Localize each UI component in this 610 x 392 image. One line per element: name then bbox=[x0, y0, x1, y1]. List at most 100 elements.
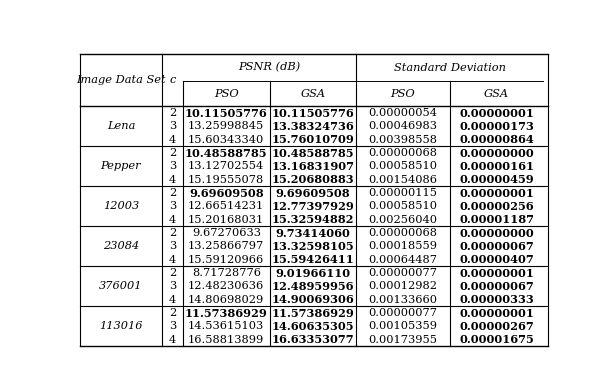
Text: 11.57386929: 11.57386929 bbox=[271, 308, 354, 319]
Text: 0.00001675: 0.00001675 bbox=[459, 334, 534, 345]
Text: 12.48230636: 12.48230636 bbox=[188, 281, 264, 291]
Text: PSO: PSO bbox=[390, 89, 415, 99]
Text: 15.20680883: 15.20680883 bbox=[271, 174, 354, 185]
Text: 2: 2 bbox=[169, 228, 176, 238]
Text: 16.63353077: 16.63353077 bbox=[271, 334, 354, 345]
Text: 9.69609508: 9.69609508 bbox=[189, 188, 264, 199]
Text: 0.00000173: 0.00000173 bbox=[459, 121, 534, 132]
Text: 2: 2 bbox=[169, 268, 176, 278]
Text: 0.00173955: 0.00173955 bbox=[368, 335, 437, 345]
Text: 15.20168031: 15.20168031 bbox=[188, 215, 264, 225]
Text: 0.00398558: 0.00398558 bbox=[368, 135, 437, 145]
Text: 15.76010709: 15.76010709 bbox=[271, 134, 354, 145]
Text: 0.00000000: 0.00000000 bbox=[459, 147, 534, 159]
Text: 12.48959956: 12.48959956 bbox=[271, 281, 354, 292]
Text: 4: 4 bbox=[169, 135, 176, 145]
Text: 0.00000864: 0.00000864 bbox=[459, 134, 534, 145]
Text: 15.60343340: 15.60343340 bbox=[188, 135, 264, 145]
Text: 4: 4 bbox=[169, 215, 176, 225]
Text: 23084: 23084 bbox=[103, 241, 139, 251]
Text: 4: 4 bbox=[169, 255, 176, 265]
Text: 0.00000001: 0.00000001 bbox=[459, 308, 534, 319]
Text: 0.00018559: 0.00018559 bbox=[368, 241, 437, 251]
Text: 0.00000001: 0.00000001 bbox=[459, 268, 534, 279]
Text: 15.32594882: 15.32594882 bbox=[271, 214, 354, 225]
Text: PSO: PSO bbox=[214, 89, 239, 99]
Text: Lena: Lena bbox=[107, 122, 135, 131]
Text: 13.16831907: 13.16831907 bbox=[271, 161, 354, 172]
Text: 2: 2 bbox=[169, 148, 176, 158]
Text: 14.90069306: 14.90069306 bbox=[271, 294, 354, 305]
Text: 15.59120966: 15.59120966 bbox=[188, 255, 264, 265]
Text: 0.00000077: 0.00000077 bbox=[368, 308, 437, 318]
Text: 0.00154086: 0.00154086 bbox=[368, 175, 437, 185]
Text: 0.00058510: 0.00058510 bbox=[368, 162, 437, 171]
Text: 3: 3 bbox=[169, 201, 176, 211]
Text: 4: 4 bbox=[169, 295, 176, 305]
Text: 4: 4 bbox=[169, 335, 176, 345]
Text: 9.69609508: 9.69609508 bbox=[276, 188, 350, 199]
Text: 0.00064487: 0.00064487 bbox=[368, 255, 437, 265]
Text: 0.00000068: 0.00000068 bbox=[368, 148, 437, 158]
Text: 0.00000459: 0.00000459 bbox=[459, 174, 534, 185]
Text: 9.01966110: 9.01966110 bbox=[275, 268, 350, 279]
Text: 0.00000407: 0.00000407 bbox=[459, 254, 534, 265]
Text: 0.00105359: 0.00105359 bbox=[368, 321, 437, 332]
Text: 13.38324736: 13.38324736 bbox=[271, 121, 354, 132]
Text: GSA: GSA bbox=[300, 89, 326, 99]
Text: 0.00133660: 0.00133660 bbox=[368, 295, 437, 305]
Text: 0.00000054: 0.00000054 bbox=[368, 108, 437, 118]
Text: 9.67270633: 9.67270633 bbox=[192, 228, 261, 238]
Text: 3: 3 bbox=[169, 321, 176, 332]
Text: 16.58813899: 16.58813899 bbox=[188, 335, 264, 345]
Text: 11.57386929: 11.57386929 bbox=[185, 308, 268, 319]
Text: 10.48588785: 10.48588785 bbox=[185, 147, 268, 159]
Text: 113016: 113016 bbox=[99, 321, 143, 332]
Text: 0.00000067: 0.00000067 bbox=[459, 281, 534, 292]
Text: 0.00046983: 0.00046983 bbox=[368, 122, 437, 131]
Text: 0.00000001: 0.00000001 bbox=[459, 107, 534, 118]
Text: 3: 3 bbox=[169, 281, 176, 291]
Text: 10.48588785: 10.48588785 bbox=[271, 147, 354, 159]
Text: 15.59426411: 15.59426411 bbox=[271, 254, 354, 265]
Text: 15.19555078: 15.19555078 bbox=[188, 175, 264, 185]
Text: Standard Deviation: Standard Deviation bbox=[394, 63, 506, 73]
Text: 8.71728776: 8.71728776 bbox=[192, 268, 261, 278]
Text: 0.00000000: 0.00000000 bbox=[459, 228, 534, 239]
Text: 0.00000115: 0.00000115 bbox=[368, 188, 437, 198]
Text: 0.00058510: 0.00058510 bbox=[368, 201, 437, 211]
Text: 0.00256040: 0.00256040 bbox=[368, 215, 437, 225]
Text: 12003: 12003 bbox=[103, 201, 139, 211]
Text: 0.00000267: 0.00000267 bbox=[459, 321, 534, 332]
Text: 0.00001187: 0.00001187 bbox=[459, 214, 534, 225]
Text: 14.80698029: 14.80698029 bbox=[188, 295, 264, 305]
Text: 0.00000001: 0.00000001 bbox=[459, 188, 534, 199]
Text: 13.12702554: 13.12702554 bbox=[188, 162, 264, 171]
Text: 10.11505776: 10.11505776 bbox=[271, 107, 354, 118]
Text: 13.25866797: 13.25866797 bbox=[188, 241, 264, 251]
Text: 13.25998845: 13.25998845 bbox=[188, 122, 264, 131]
Text: 0.00000256: 0.00000256 bbox=[459, 201, 534, 212]
Text: 10.11505776: 10.11505776 bbox=[185, 107, 268, 118]
Text: 0.00000333: 0.00000333 bbox=[459, 294, 534, 305]
Text: 0.00012982: 0.00012982 bbox=[368, 281, 437, 291]
Text: 3: 3 bbox=[169, 122, 176, 131]
Text: Image Data Set: Image Data Set bbox=[76, 75, 166, 85]
Text: 3: 3 bbox=[169, 241, 176, 251]
Text: Pepper: Pepper bbox=[101, 162, 142, 171]
Text: 2: 2 bbox=[169, 108, 176, 118]
Text: 0.00000067: 0.00000067 bbox=[459, 241, 534, 252]
Text: GSA: GSA bbox=[484, 89, 509, 99]
Text: 14.60635305: 14.60635305 bbox=[271, 321, 354, 332]
Text: 14.53615103: 14.53615103 bbox=[188, 321, 264, 332]
Text: 12.77397929: 12.77397929 bbox=[271, 201, 354, 212]
Text: 0.00000161: 0.00000161 bbox=[459, 161, 534, 172]
Text: 0.00000077: 0.00000077 bbox=[368, 268, 437, 278]
Text: 2: 2 bbox=[169, 308, 176, 318]
Text: 4: 4 bbox=[169, 175, 176, 185]
Text: 2: 2 bbox=[169, 188, 176, 198]
Text: 13.32598105: 13.32598105 bbox=[271, 241, 354, 252]
Text: c: c bbox=[170, 75, 176, 85]
Text: 376001: 376001 bbox=[99, 281, 143, 291]
Text: 9.73414060: 9.73414060 bbox=[276, 228, 350, 239]
